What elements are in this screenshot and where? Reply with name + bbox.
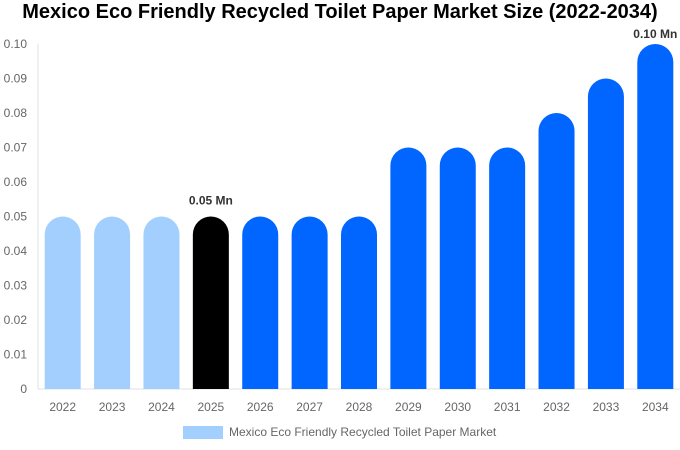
legend-label: Mexico Eco Friendly Recycled Toilet Pape… — [229, 425, 497, 439]
y-tick-label: 0.08 — [4, 106, 28, 120]
bar-2033 — [587, 78, 624, 389]
bar-2022 — [44, 216, 81, 389]
bar-2025 — [192, 216, 229, 389]
bar-2029 — [390, 147, 427, 389]
bar-2024 — [143, 216, 180, 389]
bar-2027 — [291, 216, 328, 389]
x-tick-label: 2029 — [395, 400, 422, 414]
x-tick-label: 2031 — [494, 400, 521, 414]
legend-swatch — [183, 425, 223, 439]
x-tick-label: 2026 — [247, 400, 274, 414]
y-tick-label: 0.06 — [4, 175, 28, 189]
y-tick-label: 0.07 — [4, 141, 28, 155]
x-tick-label: 2024 — [148, 400, 175, 414]
x-tick-label: 2025 — [197, 400, 224, 414]
y-tick-label: 0.03 — [4, 279, 28, 293]
x-tick-label: 2030 — [444, 400, 471, 414]
y-tick-label: 0.09 — [4, 72, 28, 86]
x-tick-label: 2028 — [346, 400, 373, 414]
bar-2031 — [489, 147, 526, 389]
x-tick-label: 2023 — [99, 400, 126, 414]
y-tick-label: 0.10 — [4, 37, 28, 51]
bar-2032 — [538, 113, 575, 389]
x-tick-label: 2032 — [543, 400, 570, 414]
x-tick-label: 2034 — [642, 400, 669, 414]
bar-2028 — [341, 216, 377, 389]
y-tick-label: 0.05 — [4, 210, 28, 224]
x-tick-label: 2027 — [296, 400, 323, 414]
bar-2034 — [637, 44, 674, 389]
data-label: 0.05 Mn — [189, 194, 233, 208]
y-tick-label: 0 — [20, 382, 27, 396]
x-tick-label: 2022 — [49, 400, 76, 414]
bar-2030 — [439, 147, 476, 389]
bar-2026 — [242, 216, 279, 389]
y-tick-label: 0.02 — [4, 313, 28, 327]
y-tick-label: 0.04 — [4, 244, 28, 258]
bar-2023 — [94, 216, 131, 389]
legend[interactable]: Mexico Eco Friendly Recycled Toilet Pape… — [183, 425, 496, 439]
data-label: 0.10 Mn — [633, 27, 677, 41]
chart-title: Mexico Eco Friendly Recycled Toilet Pape… — [22, 1, 658, 23]
y-tick-label: 0.01 — [4, 348, 28, 362]
x-tick-label: 2033 — [593, 400, 620, 414]
